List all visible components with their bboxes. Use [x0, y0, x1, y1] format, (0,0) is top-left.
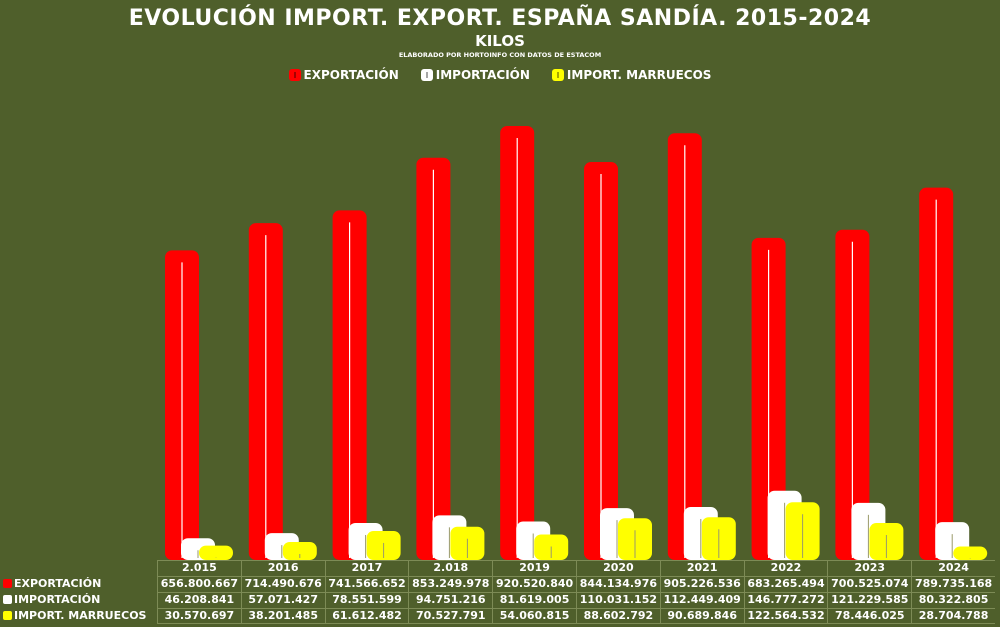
table-header-row: 2.015 2016 2017 2.018 2019 2020 2021 2022 2023 20… [0, 560, 1000, 576]
table-cell: 112.449.409 [659, 592, 744, 608]
chart-header: EVOLUCIÓN IMPORT. EXPORT. ESPAÑA SANDÍA.… [0, 6, 1000, 60]
table-swatch-marruecos [3, 611, 12, 620]
table-cell: 70.527.791 [408, 608, 492, 624]
table-cell: 54.060.815 [492, 608, 576, 624]
table-year-header: 2.015 [157, 560, 241, 576]
table-cell: 28.704.788 [911, 608, 995, 624]
table-cell: 61.612.482 [324, 608, 409, 624]
table-year-header: 2024 [911, 560, 995, 576]
table-cell: 30.570.697 [157, 608, 241, 624]
table-cell: 57.071.427 [240, 592, 325, 608]
table-cell: 110.031.152 [576, 592, 660, 608]
bar-marruecos-2016 [282, 541, 317, 560]
table-year-header: 2016 [240, 560, 325, 576]
chart-legend: EXPORTACIÓN IMPORTACIÓN IMPORT. MARRUECO… [0, 68, 1000, 82]
table-cell: 78.446.025 [827, 608, 911, 624]
table-cell: 88.602.792 [576, 608, 660, 624]
data-table: 2.015 2016 2017 2.018 2019 2020 2021 2022 2023 20… [0, 560, 1000, 624]
table-year-header: 2.018 [408, 560, 492, 576]
table-gridline [157, 560, 995, 561]
table-cell: 78.551.599 [324, 592, 409, 608]
chart-subtitle: KILOS [475, 32, 525, 50]
table-swatch-importacion [3, 595, 12, 604]
table-year-header: 2020 [576, 560, 660, 576]
table-cell: 741.566.652 [324, 576, 409, 592]
legend-item-exportacion: EXPORTACIÓN [288, 68, 399, 82]
table-row-label-marruecos: IMPORT. MARRUECOS [0, 608, 157, 624]
legend-label-marruecos: IMPORT. MARRUECOS [566, 68, 712, 82]
chart-source-note: ELABORADO POR HORTOINFO CON DATOS DE EST… [398, 51, 602, 59]
legend-item-marruecos: IMPORT. MARRUECOS [551, 68, 712, 82]
table-cell: 714.490.676 [240, 576, 325, 592]
table-gridline [157, 608, 995, 609]
table-cell: 683.265.494 [743, 576, 828, 592]
table-cell: 656.800.667 [157, 576, 241, 592]
table-cell: 146.777.272 [743, 592, 828, 608]
table-gridline [157, 592, 995, 593]
table-row-label-text: EXPORTACIÓN [14, 577, 102, 590]
table-row-label-text: IMPORTACIÓN [14, 593, 101, 606]
table-year-header: 2019 [492, 560, 576, 576]
legend-swatch-marruecos [551, 69, 564, 81]
table-row-exportacion: EXPORTACIÓN 656.800.667 714.490.676 741.566… [0, 576, 1000, 592]
table-cell: 80.322.805 [911, 592, 995, 608]
bar-marruecos-2.015 [199, 545, 233, 560]
table-cell: 94.751.216 [408, 592, 492, 608]
bar-chart [165, 126, 988, 560]
table-gridline [157, 576, 995, 577]
table-cell: 122.564.532 [743, 608, 828, 624]
table-cell: 905.226.536 [659, 576, 744, 592]
table-year-header: 2022 [743, 560, 828, 576]
table-year-header: 2017 [324, 560, 409, 576]
bar-marruecos-2024 [953, 546, 988, 560]
table-cell: 90.689.846 [659, 608, 744, 624]
table-row-label-text: IMPORT. MARRUECOS [14, 609, 147, 622]
table-row-importacion: IMPORTACIÓN 46.208.841 57.071.427 78.551.59… [0, 592, 1000, 608]
table-gridline [157, 623, 995, 624]
table-cell: 853.249.978 [408, 576, 492, 592]
table-row-marruecos: IMPORT. MARRUECOS 30.570.697 38.201.485 61.… [0, 608, 1000, 624]
chart-title: EVOLUCIÓN IMPORT. EXPORT. ESPAÑA SANDÍA.… [128, 6, 872, 31]
table-cell: 700.525.074 [827, 576, 911, 592]
table-cell: 844.134.976 [576, 576, 660, 592]
legend-label-exportacion: EXPORTACIÓN [303, 68, 399, 82]
table-cell: 789.735.168 [911, 576, 995, 592]
legend-label-importacion: IMPORTACIÓN [435, 68, 530, 82]
table-cell: 46.208.841 [157, 592, 241, 608]
table-swatch-exportacion [3, 579, 12, 588]
table-cell: 38.201.485 [240, 608, 325, 624]
table-year-header: 2021 [659, 560, 744, 576]
table-row-label-exportacion: EXPORTACIÓN [0, 576, 157, 592]
legend-swatch-importacion [420, 69, 433, 81]
table-cell: 121.229.585 [827, 592, 911, 608]
legend-item-importacion: IMPORTACIÓN [420, 68, 530, 82]
table-cell: 920.520.840 [492, 576, 576, 592]
table-year-header: 2023 [827, 560, 911, 576]
table-cell: 81.619.005 [492, 592, 576, 608]
table-row-label-importacion: IMPORTACIÓN [0, 592, 157, 608]
legend-swatch-exportacion [288, 69, 301, 81]
